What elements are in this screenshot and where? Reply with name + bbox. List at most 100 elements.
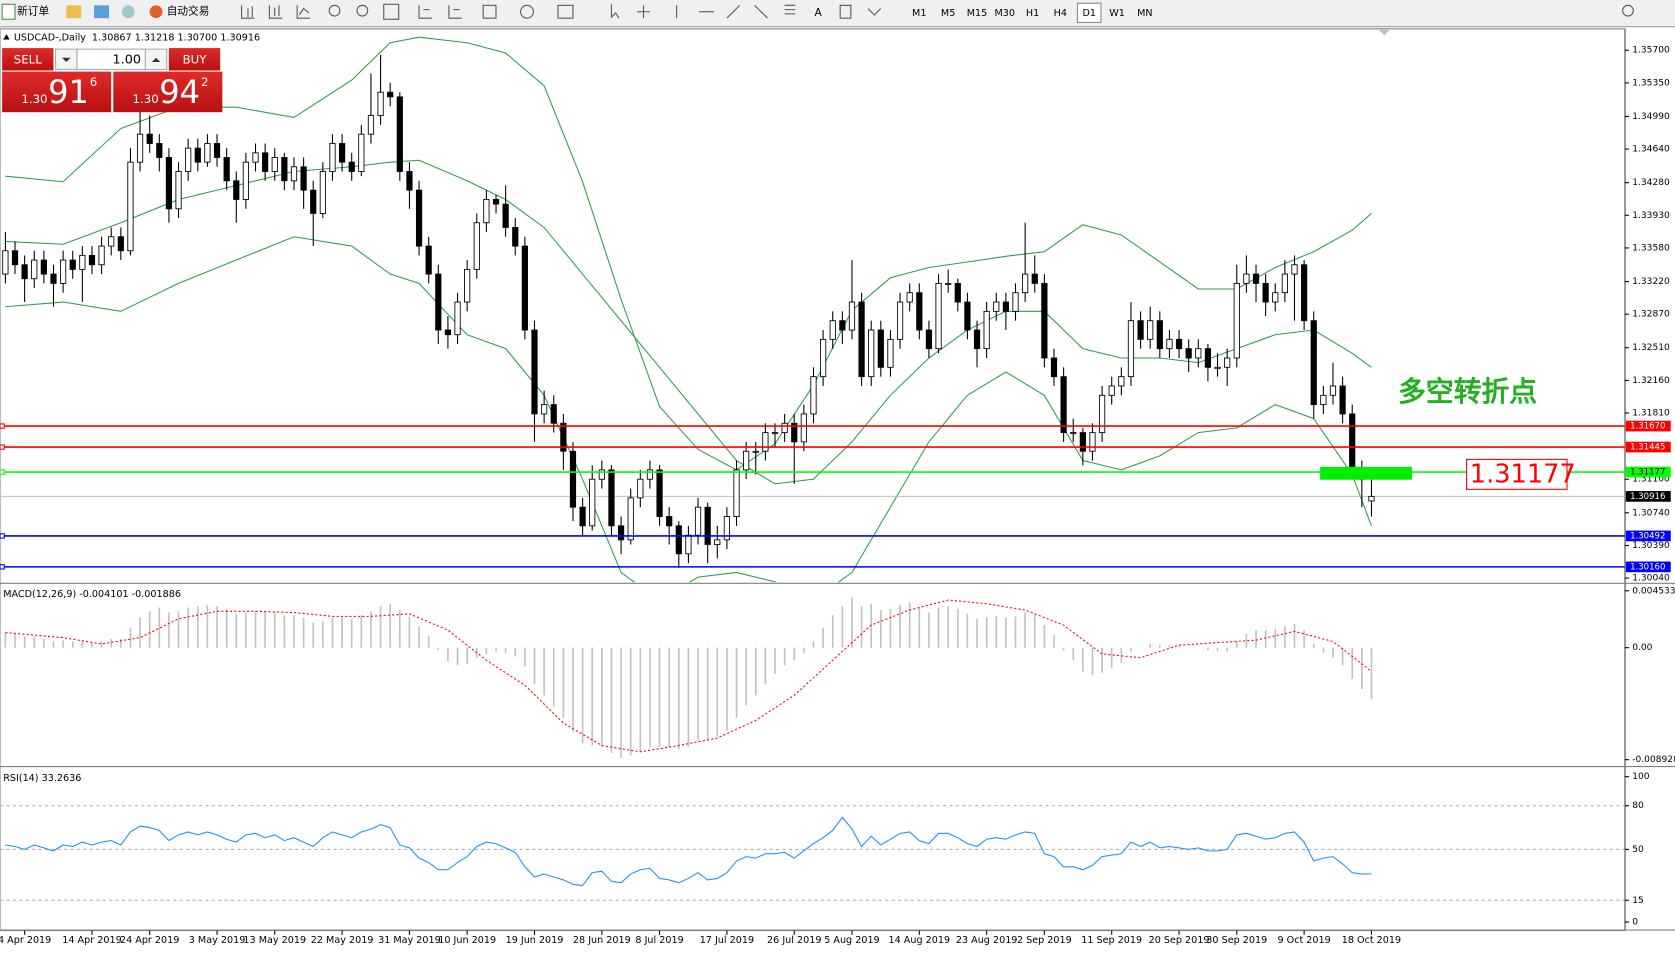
timeframe-button[interactable]: M30 [995,8,1016,19]
candle-body [492,199,500,205]
x-tick-label: 8 Jul 2019 [635,935,683,946]
bollinger-lower [5,236,1372,583]
buy-button[interactable] [168,48,221,71]
timeframe-button[interactable]: MN [1137,8,1152,19]
level-handle [0,423,5,429]
candle-body [98,245,105,266]
x-tick-label: 3 May 2019 [189,935,246,946]
candle-body [954,282,961,303]
x-tick-label: 28 Jun 2019 [573,935,631,946]
sell-button[interactable] [2,48,54,71]
level-handle [0,444,5,450]
candle-body [1224,357,1231,368]
shift-marker [1378,29,1390,36]
candle-body [127,161,134,252]
candle-body [425,245,432,275]
new-order-label: 新订单 [17,5,49,18]
x-tick-label: 23 Aug 2019 [956,935,1018,946]
candle-body [146,133,153,144]
ask-box[interactable] [113,71,223,113]
candle-body [1031,273,1038,284]
candle-body [31,259,38,280]
new-order-button[interactable]: 新订单 [1,3,49,20]
candle-body [1233,282,1240,359]
candle-body [310,189,317,214]
timeframe-button[interactable]: H1 [1026,8,1039,19]
candle-body [550,404,557,424]
timeframe-button[interactable]: M5 [941,8,955,19]
candle-body [887,338,894,368]
candle-body [627,497,634,541]
candle-body [983,310,990,350]
candle-body [435,273,442,331]
x-tick-label: 9 Oct 2019 [1277,935,1330,946]
candle-body [685,534,692,555]
y-tick-label: 1.32510 [1632,343,1670,353]
candle-body [1127,320,1135,378]
candle-body [444,329,452,336]
candle-body [1368,495,1375,502]
candle-body [281,157,288,182]
level-handle [0,469,5,475]
plot: 1.35700 1.35350 1.34990 1.34640 1.34280 1.339… [0,36,1675,946]
level-tag [1625,441,1671,453]
candle-body [1195,348,1202,359]
candle-body [916,292,923,331]
auto-trading-button[interactable]: 自动交易 [149,5,210,19]
candle-body [1147,320,1154,340]
candle-body [88,254,96,266]
candle-body [21,264,28,280]
candle-body [290,166,298,182]
candle-body [560,422,567,452]
candle-body [1243,273,1250,284]
tool-icons[interactable] [241,3,1634,20]
icon[interactable] [94,5,110,19]
x-tick-label: 30 Sep 2019 [1206,935,1267,946]
annotation: 1.31177 [1470,459,1576,489]
candle-body [483,199,490,224]
timeframe-button[interactable]: W1 [1109,8,1125,19]
candle-body [117,236,124,252]
one-click-panel: SELL 1.00 BUY 1.30 91 6 1.30 94 2 [2,48,223,113]
y-tick-label: 1.32870 [1632,310,1670,320]
candle-body [925,329,933,350]
arrow [61,57,71,62]
candle-body [964,301,971,331]
candle-body [1108,385,1115,396]
candle-body [175,171,182,210]
candle-body [694,506,702,536]
y-tick-label: 1.34990 [1632,112,1670,122]
candle-body [531,329,538,415]
timeframe-button[interactable]: H4 [1054,8,1067,19]
candle-body [136,133,144,163]
bid-box[interactable] [2,71,112,113]
timeframe-button[interactable]: M15 [967,8,988,19]
ask-big: 94 [159,73,200,111]
timeframe-button[interactable]: D1 [1082,8,1096,19]
candle-body [213,143,221,158]
timeframe-button[interactable]: M1 [912,8,926,19]
x-tick-label: 18 Oct 2019 [1342,935,1401,946]
candle-body [165,157,173,210]
candle-body [473,222,480,270]
x-tick-label: 5 Aug 2019 [824,935,879,946]
icon[interactable] [121,5,135,19]
candle-body [521,245,528,331]
buy-label: BUY [183,52,208,66]
text-tool[interactable]: A [815,6,823,19]
y-tick-label: 0.00 [1632,643,1652,653]
candle-body [1156,320,1163,350]
candle-body [60,259,67,284]
candle-body [973,329,981,350]
candle-body [569,450,577,508]
bid-big: 91 [48,73,89,111]
candle-body [1002,301,1009,312]
y-tick-label: 100 [1632,772,1650,782]
candle-body [1281,273,1288,294]
x-tick-label: 19 Jun 2019 [506,935,564,946]
icon[interactable] [66,5,82,19]
chart-title: USDCAD-,Daily [14,32,86,43]
auto-trading-label: 自动交易 [167,5,210,18]
candle-body [762,432,769,452]
candle-body [589,478,596,527]
